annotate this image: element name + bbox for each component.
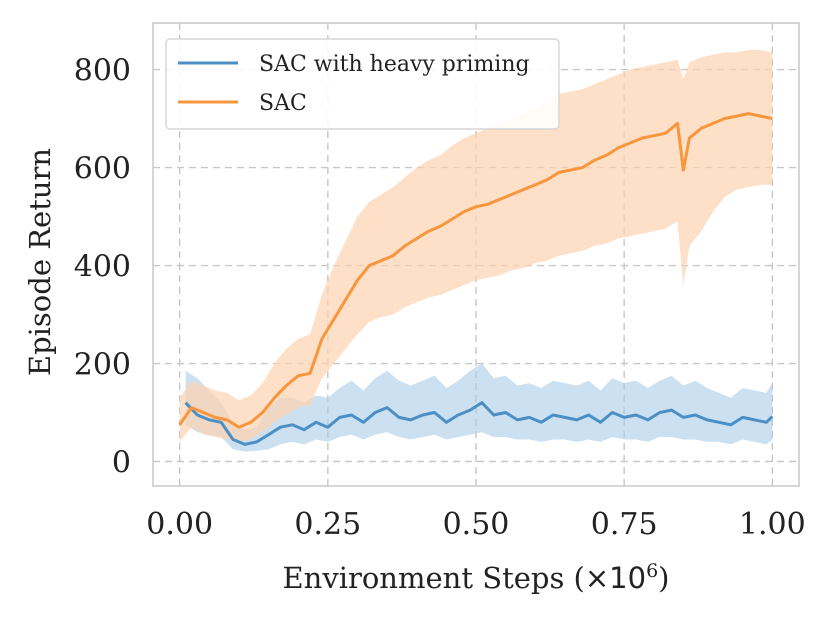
series-lines	[178, 112, 774, 446]
series-line-0	[184, 401, 774, 446]
legend-box	[165, 38, 560, 130]
x-axis-label: Environment Steps (×106)	[282, 560, 669, 595]
x-tick-label: 0.50	[443, 507, 510, 542]
legend-label-sac-heavy-priming: SAC with heavy priming	[259, 52, 530, 77]
x-tick-label: 0.75	[591, 507, 658, 542]
y-tick-label: 200	[74, 348, 131, 383]
confidence-bands	[179, 49, 773, 452]
x-axis-label-mult: ×10	[585, 561, 646, 595]
y-tick-label: 600	[74, 152, 131, 187]
legend: SAC with heavy priming SAC	[165, 38, 560, 130]
x-axis-label-main: Environment Steps (	[282, 561, 584, 595]
y-tick-label: 0	[112, 446, 131, 481]
x-tick-label: 0.00	[146, 507, 213, 542]
y-tick-label: 800	[74, 54, 131, 89]
series-band-1	[179, 49, 773, 442]
plot-frame	[152, 22, 800, 487]
y-axis-label: Episode Return	[23, 148, 57, 376]
x-tick-label: 0.25	[294, 507, 361, 542]
series-band-0	[185, 363, 773, 452]
x-tick-label: 1.00	[739, 507, 806, 542]
tick-labels: 0.00 0.25 0.50 0.75 1.00 0 200 400 600 800	[74, 54, 806, 542]
legend-label-sac: SAC	[259, 91, 307, 116]
x-axis-label-exp: 6	[646, 560, 658, 582]
x-axis-label-close: )	[658, 561, 669, 595]
y-tick-label: 400	[74, 250, 131, 285]
series-line-1	[178, 112, 773, 429]
